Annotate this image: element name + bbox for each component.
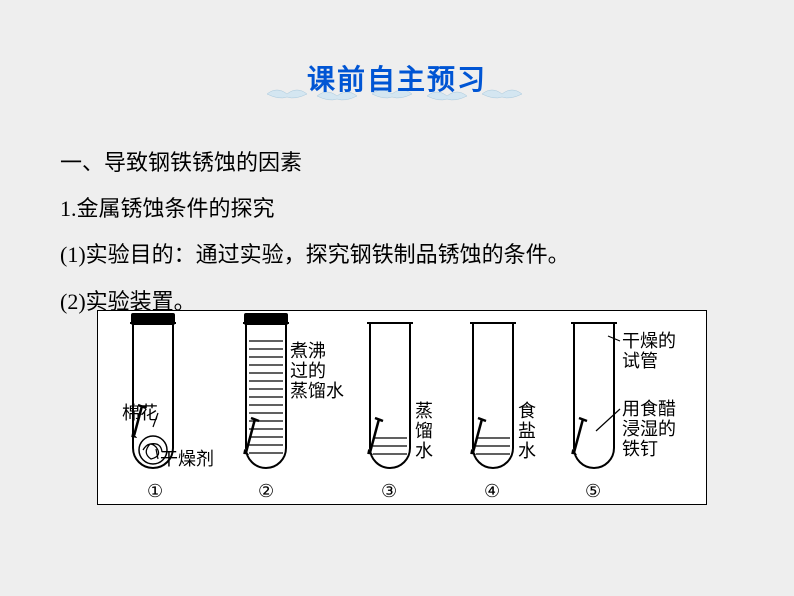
svg-text:干燥的试管: 干燥的试管 [622,331,676,371]
sub-1: 1.金属锈蚀条件的探究 [60,186,740,232]
svg-text:③: ③ [381,481,397,501]
svg-text:干燥剂: 干燥剂 [160,449,214,469]
experiment-diagram: ① 棉花干燥剂 ② 煮沸过的蒸馏水 ③ 蒸馏水 ④ 食盐水 ⑤ 干燥的试管用食醋浸湿的铁钉 [97,310,707,505]
svg-text:蒸馏水: 蒸馏水 [415,401,433,461]
svg-text:②: ② [258,481,274,501]
svg-text:⑤: ⑤ [585,481,601,501]
svg-text:①: ① [147,481,163,501]
svg-text:用食醋浸湿的铁钉: 用食醋浸湿的铁钉 [622,399,676,459]
line-1: (1)实验目的：通过实验，探究钢铁制品锈蚀的条件。 [60,232,740,278]
page-title: 课前自主预习 [0,58,794,98]
svg-text:棉花: 棉花 [122,403,158,423]
heading-1: 一、导致钢铁锈蚀的因素 [60,140,740,186]
title-banner: 课前自主预习 [0,0,794,98]
svg-text:④: ④ [484,481,500,501]
diagram-svg: ① 棉花干燥剂 ② 煮沸过的蒸馏水 ③ 蒸馏水 ④ 食盐水 ⑤ 干燥的试管用食醋浸湿的铁钉 [98,311,708,506]
content-block: 一、导致钢铁锈蚀的因素 1.金属锈蚀条件的探究 (1)实验目的：通过实验，探究钢… [60,140,740,325]
svg-text:食盐水: 食盐水 [518,401,536,461]
svg-text:煮沸过的蒸馏水: 煮沸过的蒸馏水 [290,341,344,401]
